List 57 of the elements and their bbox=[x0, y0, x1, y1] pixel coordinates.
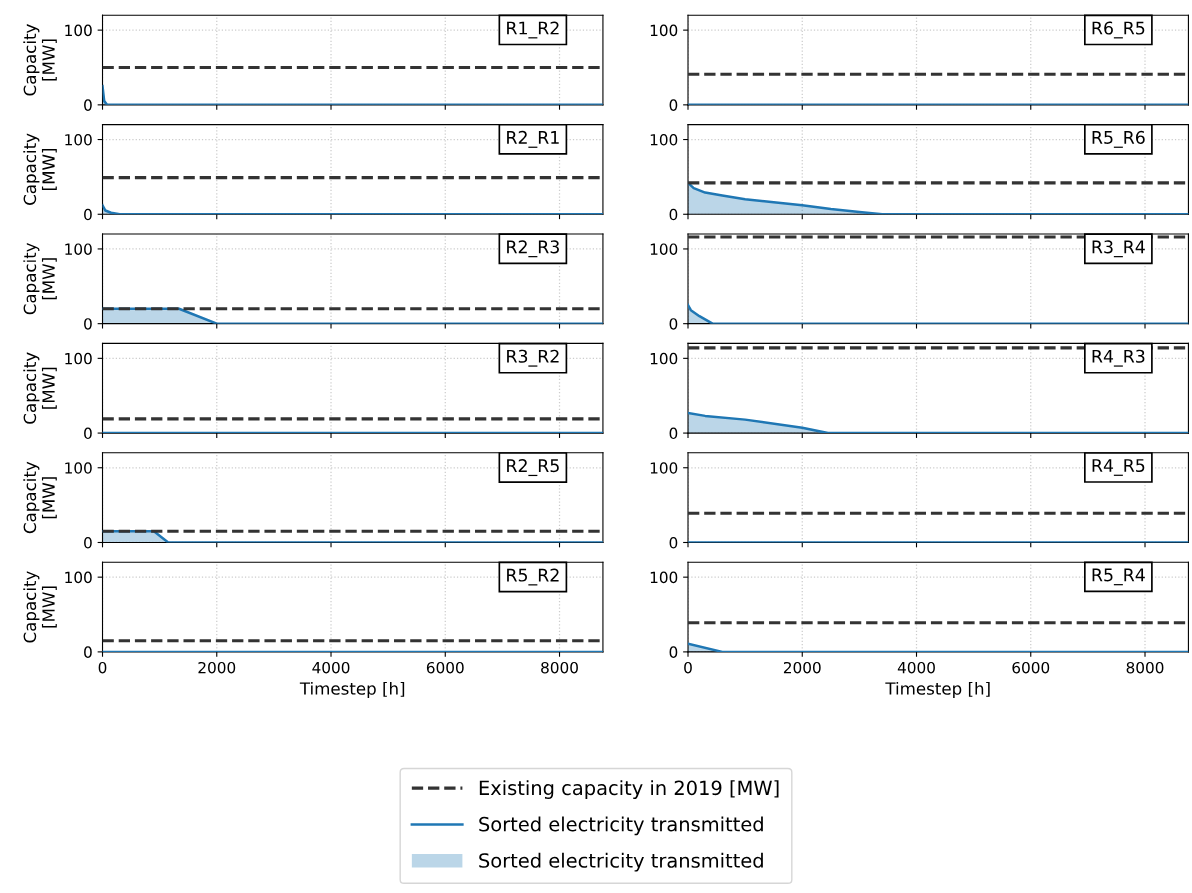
y-tick-label: 0 bbox=[669, 427, 678, 440]
chart-title: R4_R5 bbox=[1092, 459, 1145, 476]
y-tick-label: 0 bbox=[84, 208, 92, 221]
y-tick-label: 100 bbox=[650, 243, 678, 255]
y-tick-label: 0 bbox=[84, 318, 92, 330]
y-axis-title: Capacity [MW] bbox=[23, 24, 57, 96]
y-tick-label: 0 bbox=[84, 427, 92, 440]
x-tick-label: 4000 bbox=[897, 661, 935, 674]
y-axis-title: Capacity [MW] bbox=[23, 242, 57, 315]
chart-title: R3_R2 bbox=[507, 349, 559, 367]
x-tick-label: 6000 bbox=[1012, 661, 1050, 674]
chart-title: R2_R5 bbox=[507, 459, 559, 477]
y-tick-label: 0 bbox=[84, 536, 92, 549]
y-tick-label: 0 bbox=[669, 99, 678, 111]
x-tick-label: 0 bbox=[684, 661, 692, 674]
y-tick-label: 0 bbox=[669, 208, 678, 221]
y-tick-label: 100 bbox=[65, 571, 92, 584]
x-axis-title: Timestep [h] bbox=[299, 681, 405, 699]
x-tick-label: 4000 bbox=[312, 661, 350, 674]
x-tick-label: 2000 bbox=[198, 661, 236, 674]
chart-title: R3_R4 bbox=[1092, 240, 1145, 258]
chart-title: R4_R3 bbox=[1092, 349, 1145, 367]
y-tick-label: 100 bbox=[650, 571, 678, 584]
y-tick-label: 100 bbox=[65, 134, 92, 146]
y-tick-label: 100 bbox=[650, 462, 678, 474]
chart-title: R6_R5 bbox=[1092, 21, 1145, 39]
y-tick-label: 0 bbox=[84, 646, 92, 658]
chart-title: R1_R2 bbox=[507, 21, 559, 39]
y-tick-label: 0 bbox=[669, 646, 678, 658]
y-tick-label: 100 bbox=[65, 462, 92, 474]
chart-title: R5_R6 bbox=[1092, 130, 1145, 148]
x-tick-label: 8000 bbox=[541, 661, 578, 674]
y-axis-title: Capacity [MW] bbox=[23, 352, 57, 424]
legend-label: Existing capacity in 2019 [MW] bbox=[479, 780, 779, 799]
y-tick-label: 0 bbox=[669, 318, 678, 330]
y-tick-label: 100 bbox=[65, 24, 92, 37]
chart-title: R5_R4 bbox=[1092, 568, 1145, 586]
chart-title: R2_R1 bbox=[507, 130, 559, 148]
y-tick-label: 0 bbox=[669, 536, 678, 549]
chart-title: R2_R3 bbox=[507, 240, 559, 258]
y-axis-title: Capacity [MW] bbox=[23, 571, 57, 643]
x-tick-label: 6000 bbox=[426, 661, 464, 674]
legend-label: Sorted electricity transmitted bbox=[479, 816, 763, 836]
y-tick-label: 100 bbox=[65, 243, 92, 255]
x-tick-label: 0 bbox=[98, 661, 107, 674]
y-axis-title: Capacity [MW] bbox=[23, 133, 57, 205]
y-tick-label: 0 bbox=[84, 99, 92, 111]
chart-title: R5_R2 bbox=[507, 568, 559, 586]
y-tick-label: 100 bbox=[650, 134, 678, 146]
y-axis-title: Capacity [MW] bbox=[23, 461, 57, 534]
y-tick-label: 100 bbox=[650, 352, 678, 365]
x-tick-label: 8000 bbox=[1126, 661, 1164, 674]
x-tick-label: 2000 bbox=[783, 661, 821, 674]
x-axis-title: Timestep [h] bbox=[885, 681, 990, 699]
y-tick-label: 100 bbox=[650, 24, 678, 37]
y-tick-label: 100 bbox=[65, 352, 92, 365]
text: Sorted electricity transmitted bbox=[479, 852, 763, 872]
